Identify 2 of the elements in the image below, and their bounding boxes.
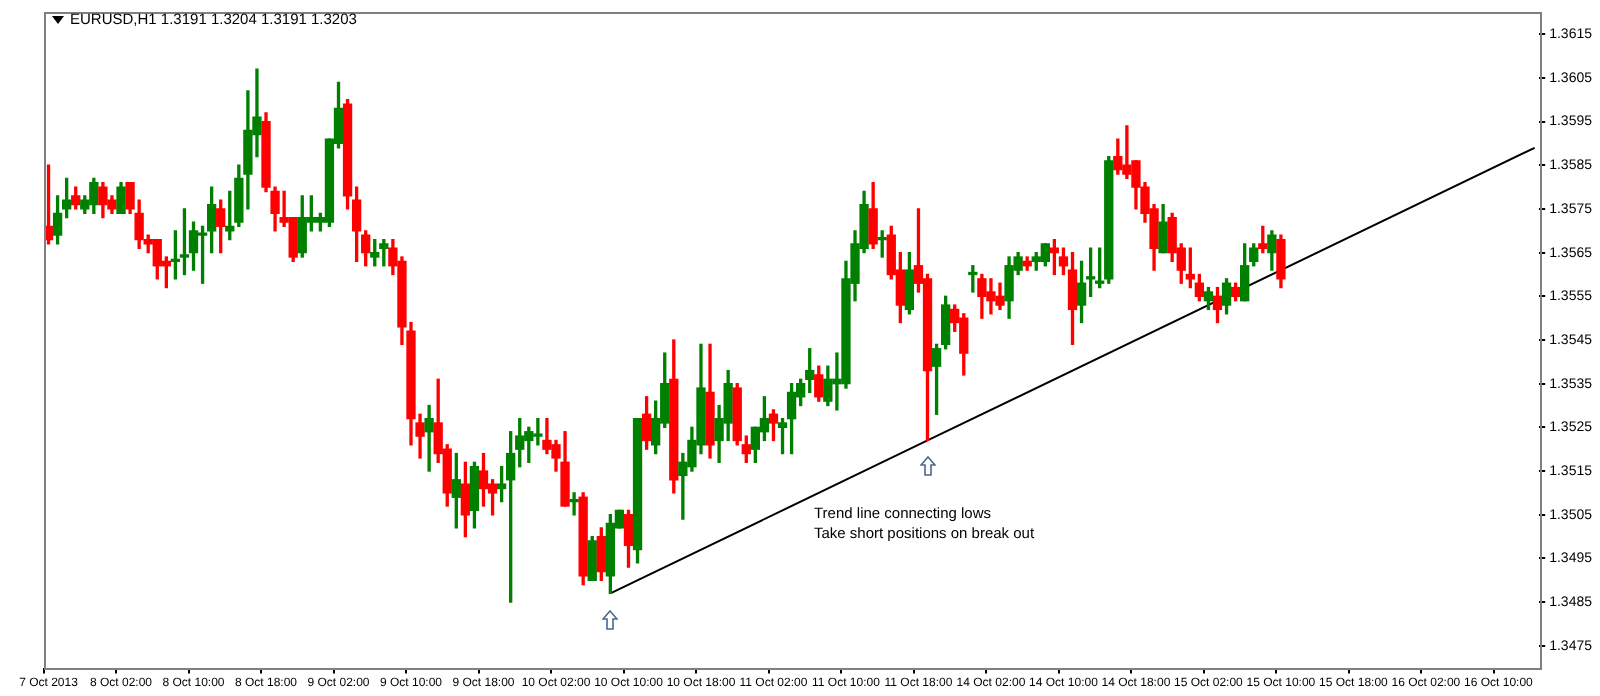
candlestick [424, 404, 434, 472]
candlestick [569, 492, 579, 516]
